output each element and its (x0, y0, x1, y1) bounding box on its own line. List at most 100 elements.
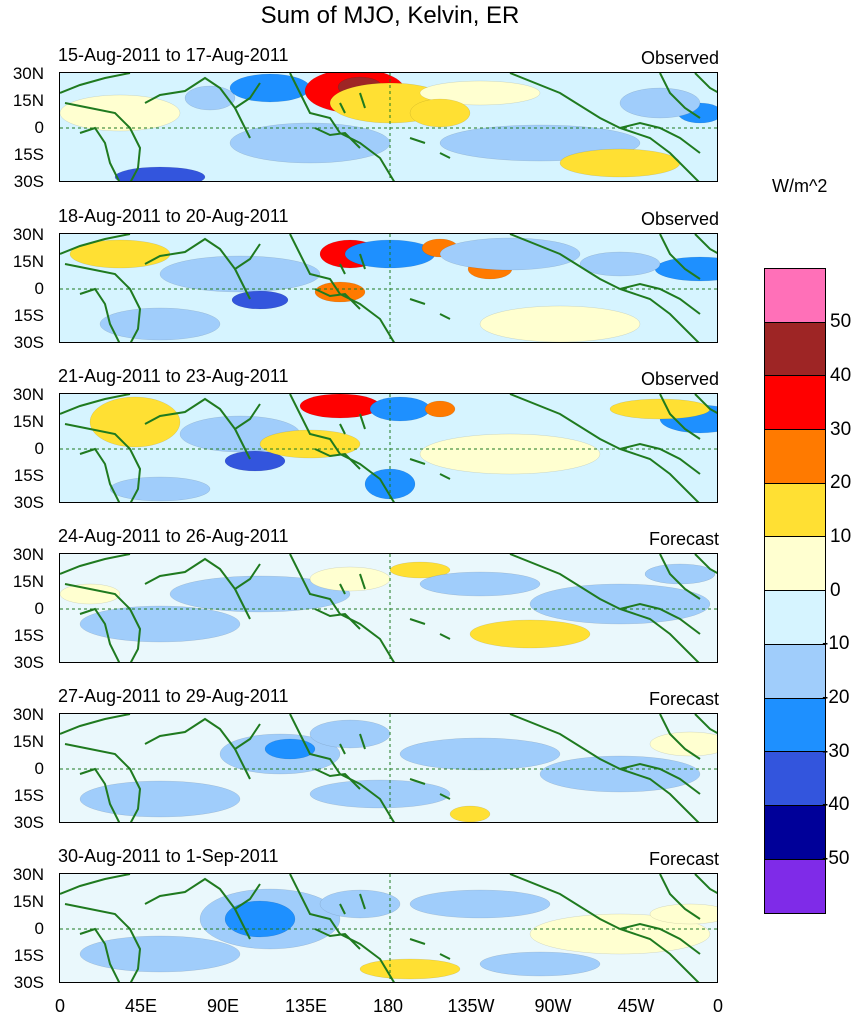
map-panel-6 (59, 873, 718, 983)
colorbar-swatch (765, 430, 825, 484)
lat-tick: 15S (13, 306, 44, 325)
anomaly-contour (619, 87, 701, 119)
lon-tick-90e: 90E (206, 996, 240, 1016)
colorbar-swatch (765, 537, 825, 592)
coastline (409, 618, 451, 640)
colorbar-swatch (765, 805, 825, 860)
anomaly-contour (224, 450, 286, 472)
colorbar-swatch (765, 269, 825, 323)
colorbar-label-40: 40 (830, 365, 852, 386)
anomaly-contour (60, 94, 181, 132)
colorbar-label-neg40: -40 (822, 794, 850, 815)
coastline (619, 602, 701, 635)
coastline (659, 714, 701, 760)
coastline (339, 733, 366, 755)
coastline (694, 874, 717, 895)
colorbar-swatch (765, 698, 825, 753)
anomaly-contour (409, 98, 471, 128)
lat-tick: 30N (12, 385, 44, 404)
lat-tick: 15N (12, 91, 44, 110)
lon-tick-90w: 90W (534, 996, 572, 1016)
coastline (79, 287, 121, 342)
coastline (694, 234, 717, 255)
colorbar (764, 268, 826, 915)
coastline (694, 73, 717, 94)
coastline (289, 234, 395, 342)
lon-tick-180: 180 (372, 996, 404, 1016)
lat-tick: 15N (12, 572, 44, 591)
anomaly-contour (99, 307, 221, 341)
panel-1-status: Observed (640, 48, 719, 68)
coastline (659, 234, 701, 280)
coastline (659, 554, 701, 600)
anomaly-contour (559, 148, 681, 178)
anomaly-contour (109, 476, 211, 502)
coastline (409, 458, 451, 480)
lat-tick: 15S (13, 946, 44, 965)
anomaly-contour (419, 80, 541, 106)
anomaly-contour (409, 889, 551, 919)
panel-3-dates: 21-Aug-2011 to 23-Aug-2011 (58, 366, 289, 386)
coastline (339, 92, 366, 114)
lat-tick: 15S (13, 466, 44, 485)
anomaly-contour (231, 290, 289, 310)
colorbar-swatch (765, 644, 825, 699)
anomaly-contour (449, 805, 491, 822)
coastline (79, 447, 121, 502)
map-panel-4 (59, 553, 718, 663)
lat-tick: 0 (34, 759, 44, 778)
coastline (339, 893, 366, 915)
lat-tick: 30S (13, 653, 44, 672)
anomaly-contour (259, 429, 361, 459)
coastline (60, 714, 142, 822)
figure-title: Sum of MJO, Kelvin, ER (260, 2, 520, 29)
coastline (60, 394, 142, 502)
coastline (144, 76, 261, 110)
map-svg-1 (60, 73, 717, 181)
colorbar-swatch (765, 376, 825, 431)
lat-tick: 30S (13, 973, 44, 992)
panel-2-dates: 18-Aug-2011 to 20-Aug-2011 (58, 206, 289, 226)
panel-3-status: Observed (640, 369, 719, 389)
coastline (409, 137, 451, 159)
coastline (314, 928, 361, 950)
lat-tick: 30N (12, 225, 44, 244)
coastline (314, 288, 361, 310)
anomaly-contour (609, 398, 711, 420)
coastline (289, 714, 395, 822)
coastline (409, 938, 451, 960)
anomaly-contour (369, 396, 431, 422)
anomaly-contour (529, 913, 711, 955)
colorbar-swatch (765, 483, 825, 538)
anomaly-contour (399, 737, 561, 771)
colorbar-label-30: 30 (830, 419, 852, 440)
lat-tick: 0 (34, 118, 44, 137)
coastline (694, 394, 717, 415)
coastline (234, 268, 251, 300)
panel-4-dates: 24-Aug-2011 to 26-Aug-2011 (58, 526, 289, 546)
lat-tick: 30N (12, 545, 44, 564)
anomaly-contour (469, 619, 591, 649)
lon-tick-135w: 135W (447, 996, 495, 1016)
colorbar-swatch (765, 859, 825, 914)
coastline (79, 126, 121, 181)
coastline (694, 554, 717, 575)
lat-tick: 0 (34, 439, 44, 458)
anomaly-contour (419, 433, 601, 475)
coastline (144, 717, 261, 751)
map-panel-2 (59, 233, 718, 343)
anomaly-contour (159, 255, 321, 293)
coastline (659, 874, 701, 920)
anomaly-contour (79, 605, 241, 643)
lat-tick: 30S (13, 813, 44, 832)
colorbar-label-0: 0 (830, 580, 841, 601)
map-panel-1 (59, 72, 718, 182)
map-svg-2 (60, 234, 717, 342)
anomaly-contour (419, 571, 541, 597)
lat-tick: 15N (12, 732, 44, 751)
coastline (314, 768, 361, 790)
lat-tick: 15N (12, 252, 44, 271)
lat-tick: 15S (13, 145, 44, 164)
coastline (60, 874, 142, 982)
colorbar-swatch (765, 322, 825, 377)
